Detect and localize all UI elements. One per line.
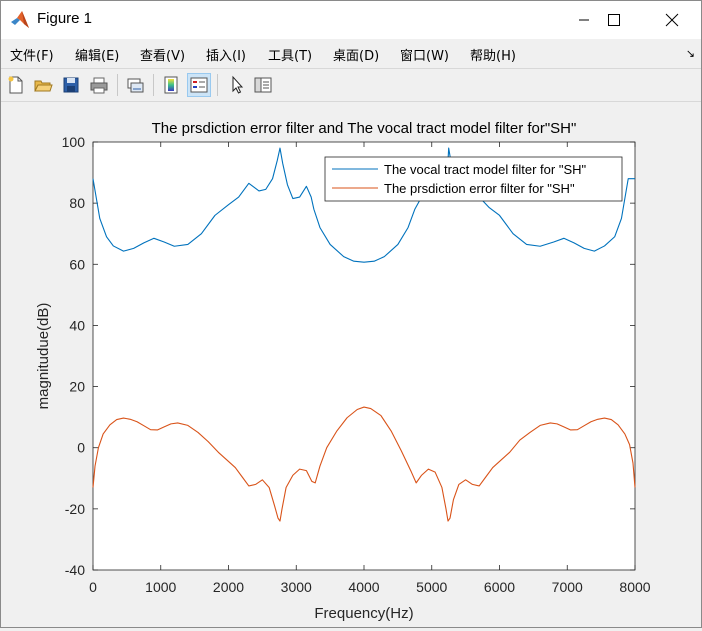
- legend-entry-error-filter: The prsdiction error filter for "SH": [384, 181, 575, 196]
- menu-insert[interactable]: 插入(I): [206, 49, 246, 64]
- pointer-icon: [232, 75, 244, 94]
- x-tick-label: 1000: [145, 579, 176, 595]
- y-tick-label: 100: [62, 134, 86, 150]
- x-tick-label: 2000: [213, 579, 244, 595]
- y-tick-label: 0: [77, 440, 85, 456]
- y-tick-label: -20: [65, 501, 85, 517]
- menu-tools[interactable]: 工具(T): [268, 49, 313, 64]
- title-bar[interactable]: Figure 1: [1, 1, 701, 39]
- link-plot-button[interactable]: [123, 73, 147, 97]
- open-file-button[interactable]: [31, 73, 55, 97]
- save-icon: [63, 77, 79, 93]
- menu-help[interactable]: 帮助(H): [470, 49, 516, 64]
- series-line-error-filter: [92, 406, 636, 522]
- x-tick-label: 0: [89, 579, 97, 595]
- legend-entry-vocal-tract: The vocal tract model filter for "SH": [384, 162, 587, 177]
- insert-colorbar-button[interactable]: [159, 73, 183, 97]
- menu-view[interactable]: 查看(V): [140, 49, 186, 64]
- property-inspector-icon: [254, 77, 272, 93]
- save-button[interactable]: [59, 73, 83, 97]
- link-plot-icon: [127, 78, 144, 93]
- x-tick-label: 4000: [348, 579, 379, 595]
- menu-window[interactable]: 窗口(W): [400, 49, 449, 64]
- y-tick-label: 60: [69, 256, 85, 272]
- close-button[interactable]: [649, 1, 695, 39]
- open-file-icon: [34, 80, 53, 92]
- y-axis-label: magnitudue(dB): [35, 303, 52, 410]
- matlab-logo-icon: [11, 11, 29, 28]
- maximize-icon: [608, 14, 620, 26]
- y-tick-label: -40: [65, 562, 85, 578]
- close-icon: [665, 13, 679, 27]
- menu-overflow-arrow-icon[interactable]: ↘: [685, 47, 695, 60]
- menu-desktop[interactable]: 桌面(D): [333, 49, 380, 64]
- legend[interactable]: The vocal tract model filter for "SH" Th…: [324, 156, 623, 202]
- minimize-button[interactable]: [561, 1, 607, 39]
- y-tick-label: 20: [69, 379, 85, 395]
- x-axis-label: Frequency(Hz): [314, 605, 413, 622]
- new-figure-button[interactable]: [4, 73, 28, 97]
- maximize-button[interactable]: [591, 1, 637, 39]
- menu-file[interactable]: 文件(F): [10, 49, 54, 64]
- x-tick-label: 6000: [484, 579, 515, 595]
- x-tick-label: 8000: [619, 579, 650, 595]
- menu-bar: 文件(F) 编辑(E) 查看(V) 插入(I) 工具(T) 桌面(D) 窗口(W…: [1, 39, 701, 67]
- insert-legend-icon: [190, 77, 208, 93]
- series-line-vocal-tract: [92, 147, 635, 263]
- window-title: Figure 1: [37, 10, 93, 27]
- property-inspector-button[interactable]: [251, 73, 275, 97]
- print-button[interactable]: [87, 73, 111, 97]
- menu-edit[interactable]: 编辑(E): [75, 49, 120, 64]
- toolbar-separator: [117, 74, 118, 96]
- x-tick-label: 7000: [552, 579, 583, 595]
- x-tick-label: 3000: [281, 579, 312, 595]
- x-tick-label: 5000: [416, 579, 447, 595]
- toolbar-separator: [217, 74, 218, 96]
- plot-svg: The prsdiction error filter and The voca…: [35, 120, 651, 622]
- chart-title: The prsdiction error filter and The voca…: [152, 120, 577, 137]
- legend-box: [324, 156, 623, 202]
- axes-ticks: 0 1000 2000 3000 4000 5000 6000 7000 8000 -40 -20 0…: [62, 134, 651, 595]
- minimize-icon: [579, 19, 589, 21]
- insert-legend-button[interactable]: [187, 73, 211, 97]
- axes-background: [92, 141, 636, 571]
- insert-colorbar-icon: [164, 76, 178, 94]
- toolbar-separator: [153, 74, 154, 96]
- figure-toolbar: [1, 68, 701, 102]
- figure-canvas: The prsdiction error filter and The voca…: [1, 102, 701, 627]
- plot-series: [92, 147, 636, 522]
- pointer-button[interactable]: [225, 73, 249, 97]
- y-tick-label: 40: [69, 317, 85, 333]
- y-tick-label: 80: [69, 195, 85, 211]
- print-icon: [90, 77, 108, 94]
- new-figure-icon: [8, 76, 23, 94]
